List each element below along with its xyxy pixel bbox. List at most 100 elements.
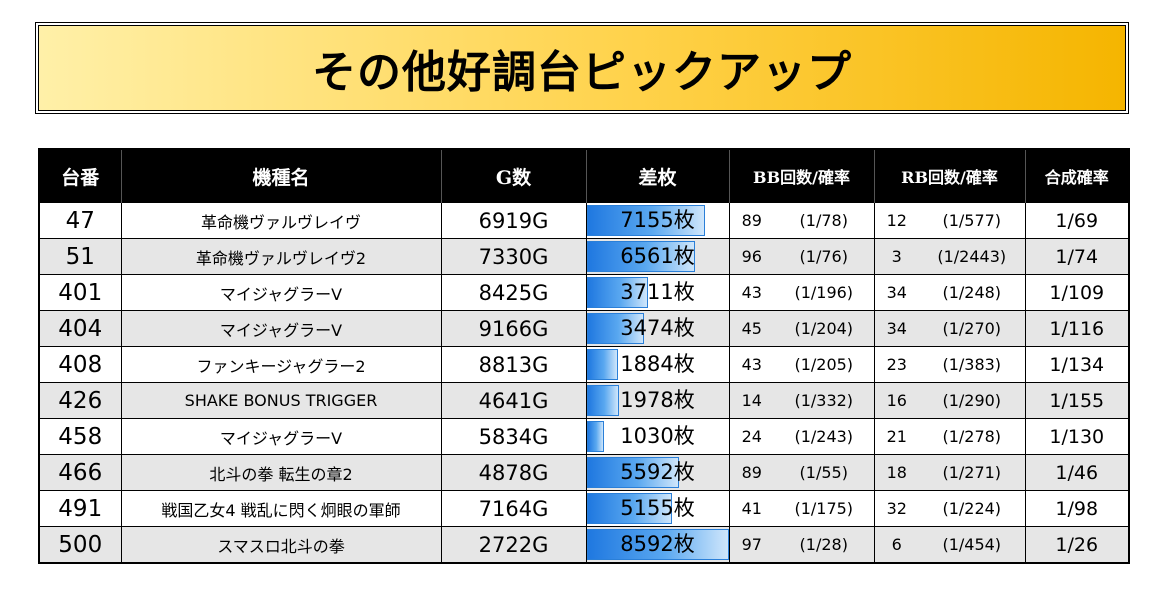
rb-probability: (1/577) [919, 202, 1026, 239]
rb-count: 6 [873, 526, 919, 564]
bb-probability: (1/196) [774, 274, 875, 311]
table-body: 47 革命機ヴァルヴレイヴ 6919G 7155枚 89 (1/78) 12 (1/577) 1… [38, 202, 1130, 564]
rb-probability: (1/224) [919, 490, 1026, 527]
machine-number: 47 [38, 202, 122, 239]
header-rb: RB回数/確率 [873, 149, 1026, 203]
bb-count: 43 [728, 274, 774, 311]
table-row: 47 革命機ヴァルヴレイヴ 6919G 7155枚 89 (1/78) 12 (1/577) 1… [38, 202, 1130, 239]
machine-number: 491 [38, 490, 122, 527]
diff-cell: 7155枚 [585, 202, 730, 239]
bb-probability: (1/243) [774, 418, 875, 455]
diff-bar [586, 205, 705, 236]
game-count: 7330G [440, 238, 587, 275]
model-name: マイジャグラーV [120, 274, 442, 311]
rb-probability: (1/290) [919, 382, 1026, 419]
header-model: 機種名 [120, 149, 442, 203]
model-name: SHAKE BONUS TRIGGER [120, 382, 442, 419]
header-bb: BB回数/確率 [728, 149, 875, 203]
diff-bar [586, 457, 679, 488]
diff-bar [586, 313, 644, 344]
machine-number: 426 [38, 382, 122, 419]
rb-count: 21 [873, 418, 919, 455]
diff-bar [586, 421, 604, 452]
rb-probability: (1/270) [919, 310, 1026, 347]
diff-value: 5155枚 [620, 496, 695, 520]
diff-cell: 1030枚 [585, 418, 730, 455]
diff-cell: 1884枚 [585, 346, 730, 383]
header-combined: 合成確率 [1024, 149, 1130, 203]
table-row: 408 ファンキージャグラー2 8813G 1884枚 43 (1/205) 23 (1/38… [38, 346, 1130, 383]
machine-number: 408 [38, 346, 122, 383]
title-banner: その他好調台ピックアップ [35, 22, 1129, 114]
rb-count: 32 [873, 490, 919, 527]
diff-cell: 6561枚 [585, 238, 730, 275]
header-diff: 差枚 [585, 149, 730, 203]
diff-cell: 3474枚 [585, 310, 730, 347]
game-count: 8813G [440, 346, 587, 383]
machine-number: 500 [38, 526, 122, 564]
diff-cell: 5592枚 [585, 454, 730, 491]
table-row: 491 戦国乙女4 戦乱に閃く炯眼の軍師 7164G 5155枚 41 (1/175) 32… [38, 490, 1130, 527]
machine-table: 台番 機種名 G数 差枚 BB回数/確率 RB回数/確率 合成確率 47 革命機ヴ… [38, 148, 1131, 564]
diff-bar [586, 529, 729, 560]
bb-probability: (1/28) [774, 526, 875, 564]
diff-bar [586, 349, 618, 380]
bb-count: 24 [728, 418, 774, 455]
table-row: 404 マイジャグラーV 9166G 3474枚 45 (1/204) 34 (1/270) 1… [38, 310, 1130, 347]
model-name: マイジャグラーV [120, 418, 442, 455]
bb-count: 97 [728, 526, 774, 564]
rb-count: 23 [873, 346, 919, 383]
diff-cell: 3711枚 [585, 274, 730, 311]
bb-count: 96 [728, 238, 774, 275]
rb-count: 16 [873, 382, 919, 419]
bb-count: 89 [728, 202, 774, 239]
page-title: その他好調台ピックアップ [312, 47, 852, 98]
diff-value: 3711枚 [620, 280, 695, 304]
bb-probability: (1/55) [774, 454, 875, 491]
machine-number: 401 [38, 274, 122, 311]
model-name: スマスロ北斗の拳 [120, 526, 442, 564]
game-count: 7164G [440, 490, 587, 527]
rb-count: 12 [873, 202, 919, 239]
game-count: 9166G [440, 310, 587, 347]
combined-probability: 1/155 [1024, 382, 1130, 419]
bb-probability: (1/204) [774, 310, 875, 347]
combined-probability: 1/69 [1024, 202, 1130, 239]
diff-bar [586, 385, 620, 416]
diff-cell: 5155枚 [585, 490, 730, 527]
bb-count: 45 [728, 310, 774, 347]
header-games: G数 [440, 149, 587, 203]
model-name: マイジャグラーV [120, 310, 442, 347]
model-name: 北斗の拳 転生の章2 [120, 454, 442, 491]
diff-bar [586, 277, 648, 308]
diff-cell: 1978枚 [585, 382, 730, 419]
bb-probability: (1/78) [774, 202, 875, 239]
machine-number: 51 [38, 238, 122, 275]
header-machine-no: 台番 [38, 149, 122, 203]
diff-cell: 8592枚 [585, 526, 730, 564]
model-name: 革命機ヴァルヴレイヴ [120, 202, 442, 239]
rb-probability: (1/271) [919, 454, 1026, 491]
combined-probability: 1/26 [1024, 526, 1130, 564]
machine-number: 404 [38, 310, 122, 347]
game-count: 6919G [440, 202, 587, 239]
rb-probability: (1/278) [919, 418, 1026, 455]
bb-count: 43 [728, 346, 774, 383]
diff-value: 1978枚 [620, 388, 695, 412]
table-row: 401 マイジャグラーV 8425G 3711枚 43 (1/196) 34 (1/248) 1… [38, 274, 1130, 311]
rb-probability: (1/248) [919, 274, 1026, 311]
table-row: 500 スマスロ北斗の拳 2722G 8592枚 97 (1/28) 6 (1/454) 1/2… [38, 526, 1130, 564]
diff-value: 8592枚 [620, 532, 695, 556]
rb-count: 34 [873, 310, 919, 347]
table-row: 458 マイジャグラーV 5834G 1030枚 24 (1/243) 21 (1/278) 1… [38, 418, 1130, 455]
combined-probability: 1/130 [1024, 418, 1130, 455]
bb-count: 14 [728, 382, 774, 419]
model-name: ファンキージャグラー2 [120, 346, 442, 383]
rb-probability: (1/383) [919, 346, 1026, 383]
combined-probability: 1/134 [1024, 346, 1130, 383]
machine-number: 458 [38, 418, 122, 455]
diff-bar [586, 241, 695, 272]
bb-probability: (1/175) [774, 490, 875, 527]
combined-probability: 1/74 [1024, 238, 1130, 275]
diff-value: 5592枚 [620, 460, 695, 484]
